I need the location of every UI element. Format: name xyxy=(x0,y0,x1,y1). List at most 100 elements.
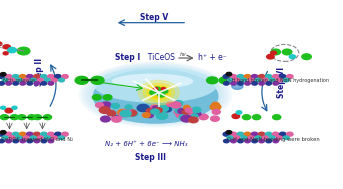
Circle shape xyxy=(40,132,47,136)
Circle shape xyxy=(192,107,201,113)
Circle shape xyxy=(252,82,257,85)
Circle shape xyxy=(258,75,265,78)
Circle shape xyxy=(258,132,265,136)
Circle shape xyxy=(146,109,153,113)
Circle shape xyxy=(48,75,54,78)
Circle shape xyxy=(237,132,244,136)
Circle shape xyxy=(180,111,187,115)
Circle shape xyxy=(210,104,221,110)
Circle shape xyxy=(289,55,296,59)
Circle shape xyxy=(28,115,36,120)
Circle shape xyxy=(9,136,15,139)
Circle shape xyxy=(30,78,36,82)
Circle shape xyxy=(0,139,4,143)
Circle shape xyxy=(283,78,289,82)
Circle shape xyxy=(272,75,279,78)
Circle shape xyxy=(273,139,279,143)
Circle shape xyxy=(286,75,293,78)
Circle shape xyxy=(283,136,289,139)
Circle shape xyxy=(5,108,13,113)
Circle shape xyxy=(150,91,157,95)
Circle shape xyxy=(248,78,254,82)
Circle shape xyxy=(20,139,25,143)
Circle shape xyxy=(143,83,175,102)
Circle shape xyxy=(155,108,164,114)
Circle shape xyxy=(17,47,30,55)
Circle shape xyxy=(59,136,64,139)
Circle shape xyxy=(118,109,128,116)
Circle shape xyxy=(212,102,219,107)
Circle shape xyxy=(265,75,272,78)
Circle shape xyxy=(212,109,220,114)
Circle shape xyxy=(96,103,104,108)
Circle shape xyxy=(259,139,264,143)
Circle shape xyxy=(5,132,12,136)
Circle shape xyxy=(230,82,236,85)
Circle shape xyxy=(269,78,275,82)
Circle shape xyxy=(153,88,158,90)
Circle shape xyxy=(302,54,311,60)
Circle shape xyxy=(37,78,43,82)
Circle shape xyxy=(188,113,197,118)
Circle shape xyxy=(48,82,54,85)
Text: Step VI: Step VI xyxy=(277,67,286,98)
Circle shape xyxy=(27,82,33,85)
Circle shape xyxy=(44,136,50,139)
Text: CeTiOS trapped H₂O and N₂: CeTiOS trapped H₂O and N₂ xyxy=(1,137,73,142)
Circle shape xyxy=(276,78,282,82)
Circle shape xyxy=(273,115,281,120)
Text: Step I: Step I xyxy=(115,53,140,62)
Text: h⁺ + e⁻: h⁺ + e⁻ xyxy=(198,53,227,62)
Circle shape xyxy=(44,78,50,82)
Circle shape xyxy=(112,117,119,121)
Ellipse shape xyxy=(111,74,193,89)
Circle shape xyxy=(3,45,8,48)
Circle shape xyxy=(224,139,229,143)
Circle shape xyxy=(178,109,186,114)
Circle shape xyxy=(120,110,131,117)
Circle shape xyxy=(26,132,33,136)
Circle shape xyxy=(226,131,232,134)
Circle shape xyxy=(16,136,22,139)
Circle shape xyxy=(99,107,110,113)
Circle shape xyxy=(244,132,251,136)
Text: Step II: Step II xyxy=(35,58,44,86)
Circle shape xyxy=(0,75,5,78)
Circle shape xyxy=(282,49,292,55)
Circle shape xyxy=(276,136,282,139)
Circle shape xyxy=(184,105,190,109)
Circle shape xyxy=(157,105,168,112)
Circle shape xyxy=(30,136,36,139)
Circle shape xyxy=(189,117,198,123)
Circle shape xyxy=(93,95,101,100)
Circle shape xyxy=(265,132,272,136)
Circle shape xyxy=(3,52,8,55)
Text: NH₃ release: NH₃ release xyxy=(3,78,36,83)
Circle shape xyxy=(230,132,237,136)
Circle shape xyxy=(100,116,110,122)
Circle shape xyxy=(252,139,257,143)
Text: O-H bond broken and N≡N hydrogenation: O-H bond broken and N≡N hydrogenation xyxy=(226,78,329,83)
Circle shape xyxy=(17,115,26,120)
Circle shape xyxy=(161,88,166,90)
Circle shape xyxy=(112,115,119,119)
Circle shape xyxy=(206,77,218,84)
Circle shape xyxy=(199,114,208,120)
Circle shape xyxy=(34,139,39,143)
Circle shape xyxy=(5,75,12,78)
Circle shape xyxy=(34,132,40,136)
Circle shape xyxy=(125,105,132,109)
Circle shape xyxy=(219,77,230,84)
Circle shape xyxy=(156,112,168,119)
Circle shape xyxy=(171,103,180,108)
Circle shape xyxy=(191,114,198,118)
Circle shape xyxy=(151,105,159,110)
Circle shape xyxy=(1,106,6,109)
Ellipse shape xyxy=(84,64,227,125)
Circle shape xyxy=(272,132,279,136)
Circle shape xyxy=(241,136,247,139)
Circle shape xyxy=(20,132,26,136)
Circle shape xyxy=(269,136,275,139)
Circle shape xyxy=(62,132,68,136)
Circle shape xyxy=(152,106,162,112)
